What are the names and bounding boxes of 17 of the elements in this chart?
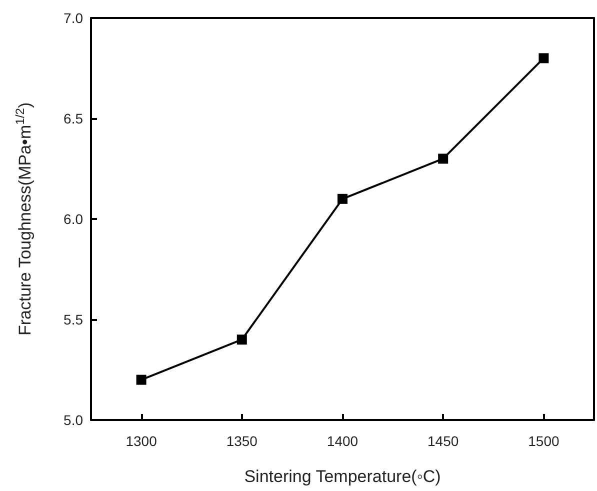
x-tick-label: 1300: [126, 433, 158, 449]
x-tick-label: 1350: [226, 433, 258, 449]
point: [338, 194, 348, 204]
y-tick-label: 5.5: [64, 312, 84, 328]
point: [136, 374, 146, 385]
y-tick-label: 7.0: [64, 10, 84, 26]
x-tick-label: 1500: [528, 433, 560, 449]
y-tick-label: 6.0: [64, 211, 84, 227]
point: [236, 334, 247, 345]
point: [438, 154, 448, 164]
x-axis-title: Sintering Temperature(◦C): [244, 467, 441, 486]
y-tick-label: 5.0: [64, 412, 84, 428]
y-tick-label: 6.5: [64, 110, 84, 126]
point: [538, 53, 549, 64]
x-tick-label: 1450: [428, 433, 459, 449]
y-axis-title: Fracture Toughness(MPa•m1/2): [13, 102, 34, 336]
x-tick-label: 1400: [326, 433, 358, 449]
